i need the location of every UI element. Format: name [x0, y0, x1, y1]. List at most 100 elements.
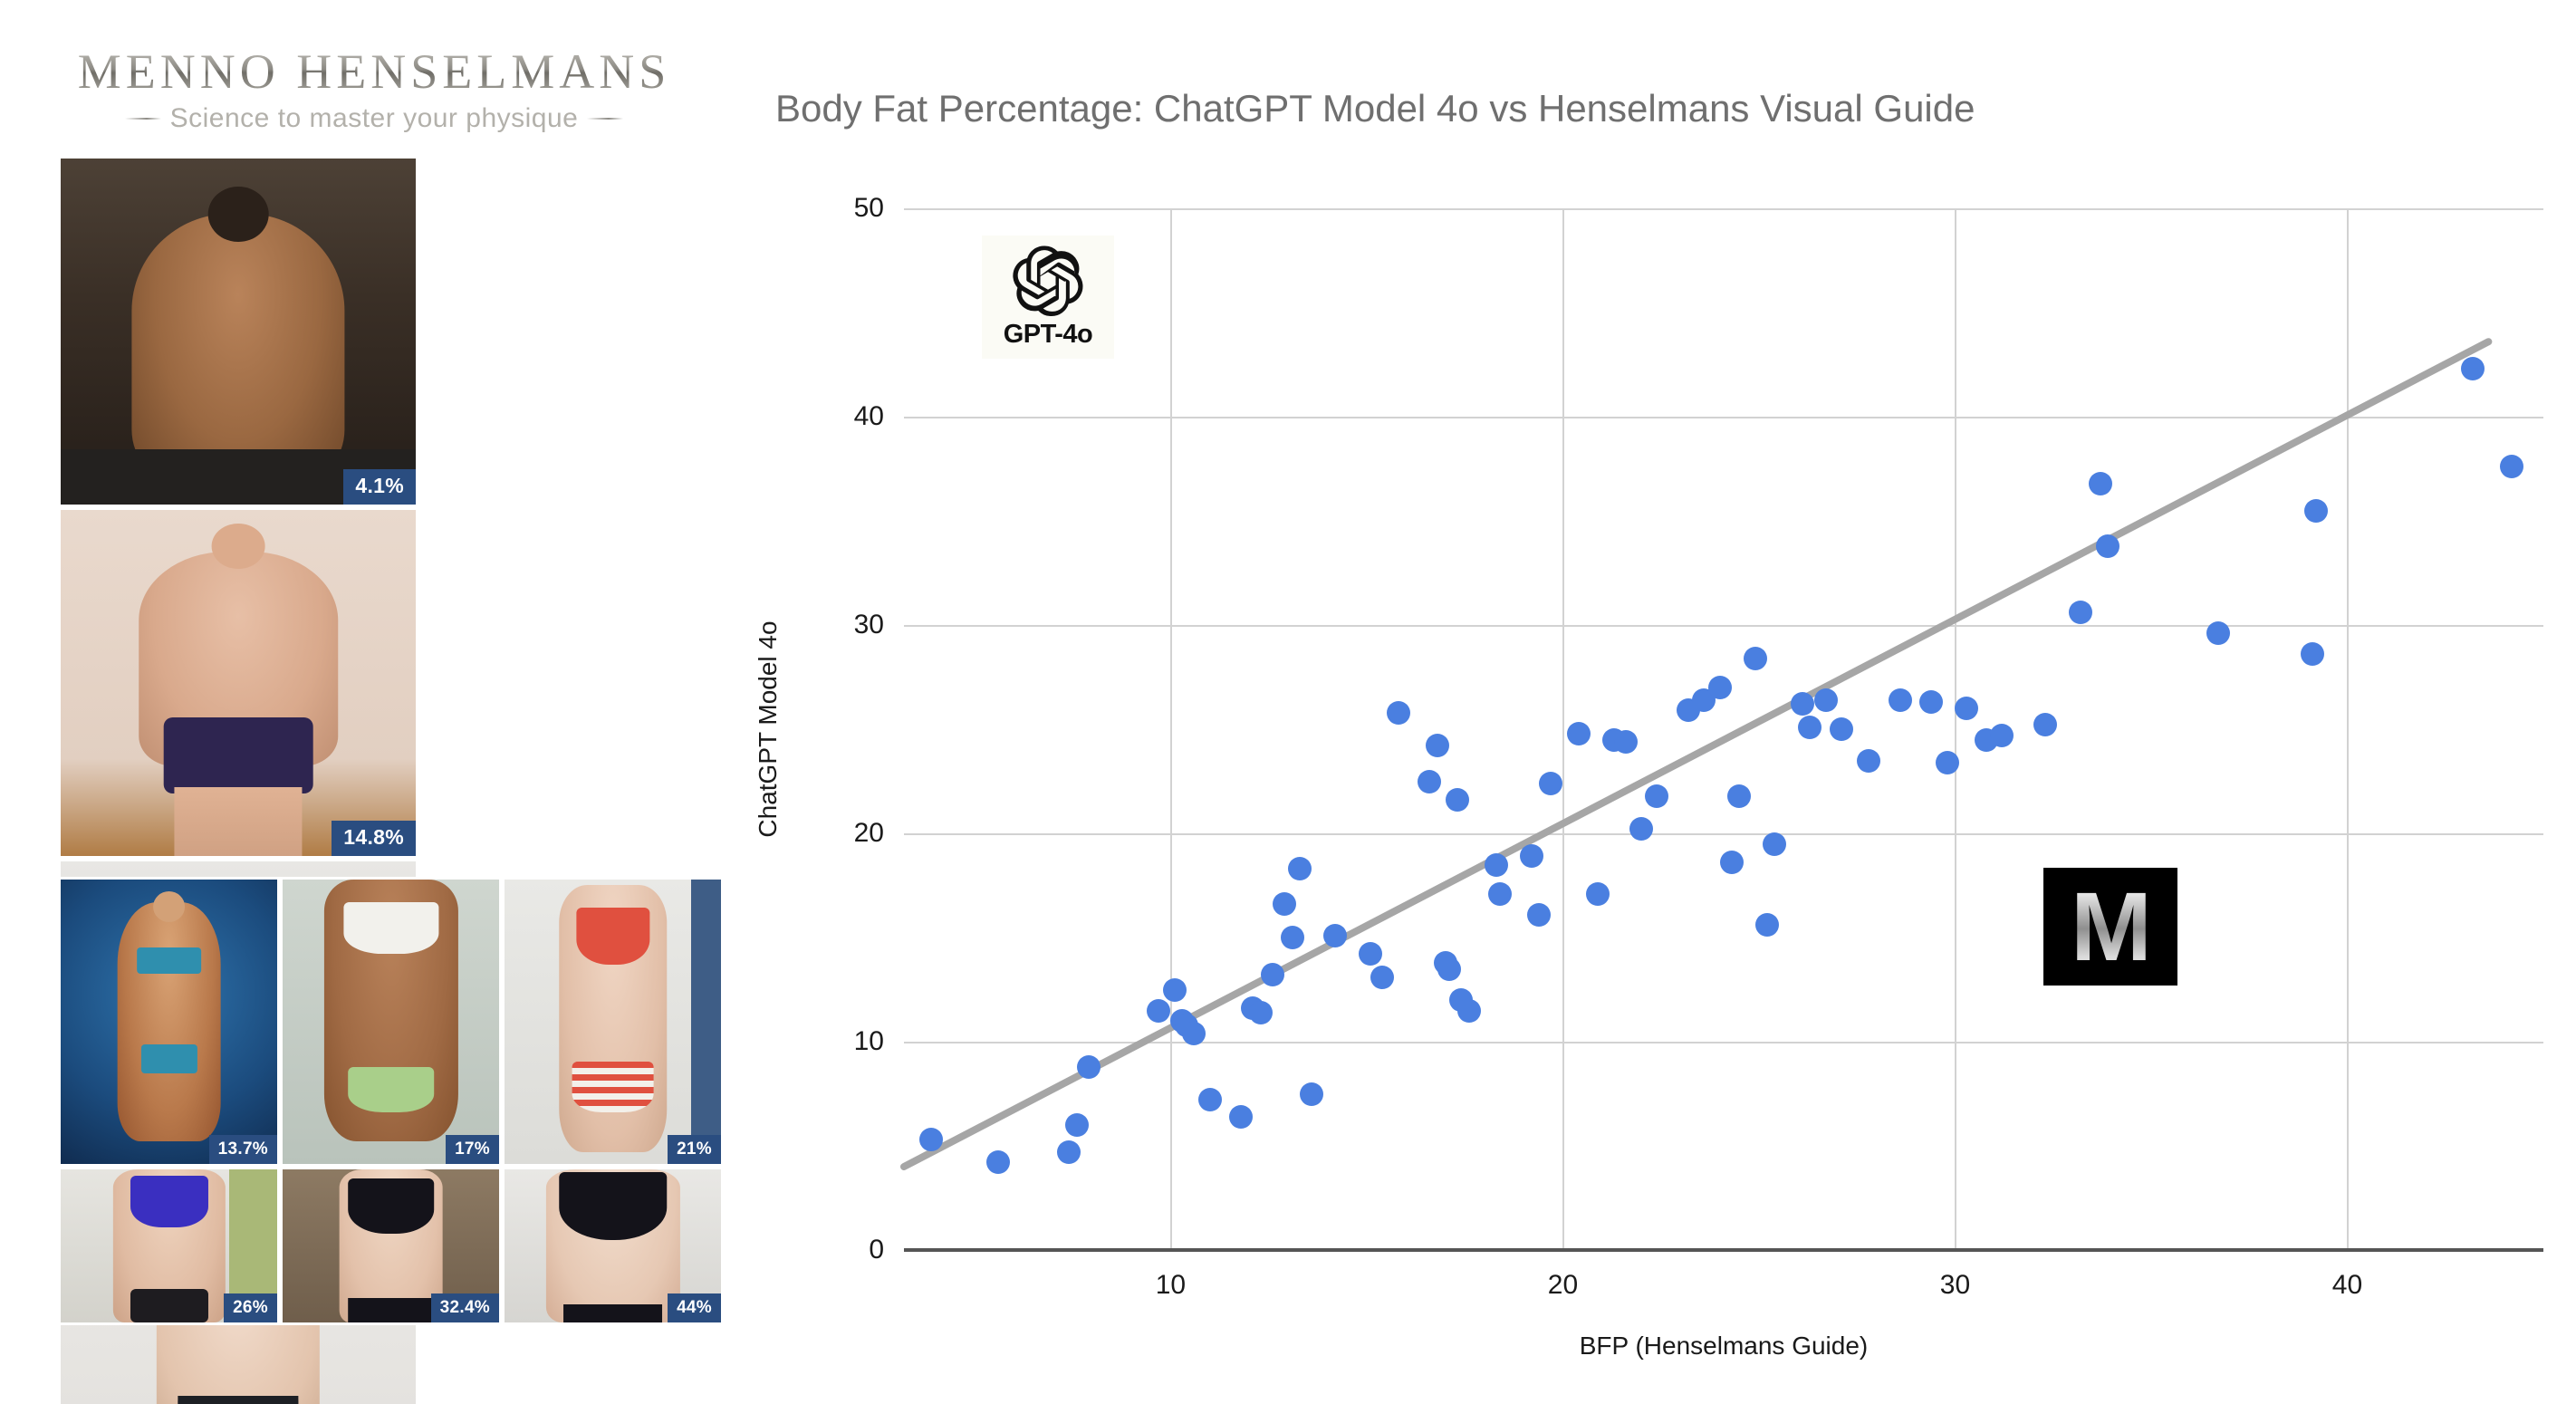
y-tick-40: 40 [853, 401, 884, 431]
data-point [1645, 784, 1669, 808]
data-point [1197, 1088, 1222, 1112]
y-tick-20: 20 [853, 818, 884, 848]
data-point [2461, 357, 2485, 381]
data-point [1798, 715, 1822, 739]
body-fat-badge: 13.7% [208, 1135, 277, 1164]
x-axis-title: BFP (Henselmans Guide) [1579, 1332, 1869, 1360]
scatter-plot: 0 10 20 30 40 50 10 20 30 40 ChatGPT Model 4o BF… [754, 193, 2543, 1360]
reference-photo-cell: 26% [58, 1167, 280, 1325]
reference-photo-cell: 14.8% [58, 507, 418, 859]
data-point [2088, 471, 2112, 495]
data-point [1484, 852, 1508, 877]
y-tick-10: 10 [853, 1026, 884, 1056]
data-point [1162, 977, 1187, 1002]
data-point [1249, 1000, 1274, 1024]
x-tick-10: 10 [1155, 1270, 1187, 1300]
gridline-y-40 [904, 417, 2543, 418]
photo-image [61, 159, 416, 505]
body-fat-badge: 21% [668, 1135, 721, 1164]
data-point [1919, 690, 1944, 715]
data-point [1527, 902, 1552, 927]
reference-photo-cell: 21% [502, 877, 724, 1167]
body-fat-badge: 4.1% [343, 469, 416, 505]
tagline-rule-left [124, 118, 161, 120]
data-point [1743, 646, 1767, 670]
gridline-x-20 [1562, 208, 1565, 1250]
y-tick-30: 30 [853, 610, 884, 639]
data-point [1857, 748, 1881, 773]
chart-panel: Body Fat Percentage: ChatGPT Model 4o vs… [725, 0, 2576, 1404]
data-point [1300, 1082, 1324, 1106]
body-fat-badge: 44% [668, 1293, 721, 1322]
x-tick-40: 40 [2331, 1270, 2363, 1300]
data-point [1813, 688, 1838, 712]
data-point [1182, 1021, 1206, 1045]
body-fat-badge: 14.8% [332, 821, 416, 856]
data-point [1261, 963, 1285, 987]
photo-image [505, 880, 721, 1164]
reference-photo-panel: MENNO HENSELMANS Science to master your … [0, 0, 725, 1404]
reference-photo-cell: 32.4% [280, 1167, 502, 1325]
reference-photo-cell: 4.1% [58, 156, 418, 507]
gpt-4o-badge-label: GPT-4o [1003, 319, 1093, 349]
data-point [1273, 892, 1297, 917]
data-point [1539, 771, 1563, 795]
data-point [1488, 881, 1513, 906]
data-point [1566, 721, 1591, 745]
gridline-y-50 [904, 208, 2543, 210]
data-point [2096, 534, 2120, 558]
y-tick-50: 50 [853, 193, 884, 223]
data-point [1437, 957, 1461, 981]
data-point [2069, 601, 2093, 625]
mh-monogram: M [2071, 878, 2152, 976]
data-point [1935, 750, 1959, 774]
data-point [1613, 729, 1638, 754]
data-point [1829, 717, 1853, 741]
data-point [1763, 832, 1787, 856]
data-point [1990, 723, 2014, 747]
data-point [2206, 621, 2230, 646]
data-point [1386, 700, 1410, 725]
gridline-y-10 [904, 1042, 2543, 1043]
data-point [1280, 926, 1304, 949]
data-point [919, 1128, 944, 1152]
photo-image [283, 880, 499, 1164]
x-tick-30: 30 [1939, 1270, 1971, 1300]
chart-title: Body Fat Percentage: ChatGPT Model 4o vs… [775, 87, 1975, 130]
openai-logo-icon [1013, 245, 1083, 316]
data-point [1147, 998, 1171, 1023]
x-tick-20: 20 [1547, 1270, 1579, 1300]
gridline-y-20 [904, 833, 2543, 835]
menno-henselmans-mark: M [2043, 868, 2177, 986]
brand-name: MENNO HENSELMANS [53, 43, 696, 100]
data-point [1727, 784, 1752, 808]
data-point [1425, 734, 1449, 758]
plot-background [904, 208, 2543, 1250]
brand-logo: MENNO HENSELMANS Science to master your … [53, 43, 696, 143]
tagline-rule-right [587, 118, 624, 120]
data-point [1719, 851, 1744, 875]
data-point [1955, 697, 1979, 720]
x-axis-line [904, 1248, 2543, 1252]
photo-image [61, 510, 416, 856]
body-fat-badge: 32.4% [430, 1293, 499, 1322]
data-point [2033, 713, 2058, 737]
gpt-4o-badge: GPT-4o [982, 236, 1114, 359]
data-point [1754, 913, 1779, 938]
data-point [2303, 498, 2328, 523]
data-point [1586, 881, 1610, 906]
body-fat-badge: 17% [446, 1135, 499, 1164]
gridline-y-30 [904, 625, 2543, 627]
data-point [1323, 923, 1348, 947]
body-fat-badge: 26% [224, 1293, 277, 1322]
data-point [1229, 1104, 1254, 1129]
data-point [2300, 642, 2324, 667]
trendline [900, 338, 2493, 1170]
data-point [1359, 942, 1383, 966]
brand-tagline: Science to master your physique [169, 103, 579, 133]
reference-photo-cell: 44% [502, 1167, 724, 1325]
data-point [1288, 857, 1312, 881]
data-point [1456, 998, 1481, 1023]
data-point [1707, 676, 1732, 699]
